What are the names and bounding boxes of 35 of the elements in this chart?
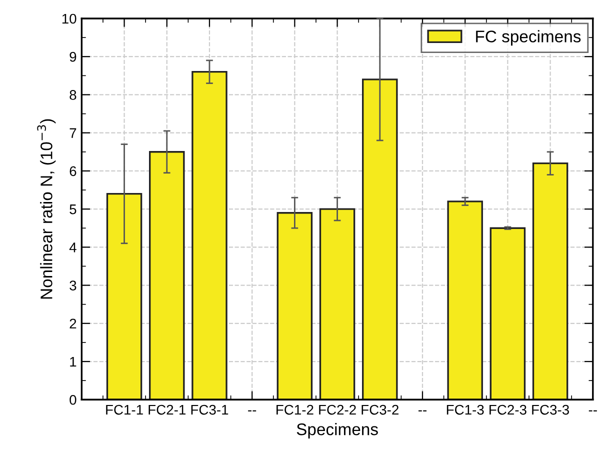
y-tick-label: 8	[70, 90, 76, 100]
y-tick-label: 5	[70, 204, 76, 214]
y-tick-label: 10	[62, 14, 76, 24]
y-axis-title: Nonlinear ratio N, (10$^{−3}$)	[37, 119, 56, 299]
y-tick-label: 3	[70, 280, 76, 290]
bar	[490, 227, 526, 400]
x-tick-label: FC1-3	[446, 404, 484, 415]
legend-label: FC specimens	[476, 30, 581, 46]
x-tick-label: FC3-1	[191, 404, 228, 415]
x-tick-label: FC3-3	[532, 404, 569, 415]
x-tick-label: FC3-2	[362, 404, 398, 415]
bar	[106, 192, 142, 400]
x-tick-label: FC2-2	[319, 404, 356, 415]
x-tick-label: --	[588, 410, 597, 412]
bar	[362, 78, 398, 400]
x-tick-label: --	[418, 410, 426, 412]
y-tick-label: 1	[70, 356, 76, 367]
x-tick-label: FC1-2	[276, 404, 314, 415]
bar	[276, 212, 313, 400]
y-tick-label: 7	[70, 128, 76, 138]
x-axis-title: Specimens	[296, 422, 378, 439]
bar	[532, 162, 568, 400]
y-tick-label: 9	[70, 52, 76, 62]
x-tick-label: --	[248, 410, 256, 412]
bar	[447, 200, 483, 400]
y-tick-label: 2	[70, 318, 76, 328]
x-tick-label: FC2-3	[490, 404, 526, 415]
y-tick-label: 6	[70, 166, 76, 176]
x-tick-label: FC2-1	[148, 404, 186, 415]
bar	[192, 71, 228, 400]
y-tick-label: 4	[69, 242, 76, 252]
bar	[319, 208, 356, 400]
y-tick-label: 0	[70, 394, 76, 405]
bar	[149, 151, 185, 400]
x-tick-label: FC1-1	[106, 404, 143, 415]
